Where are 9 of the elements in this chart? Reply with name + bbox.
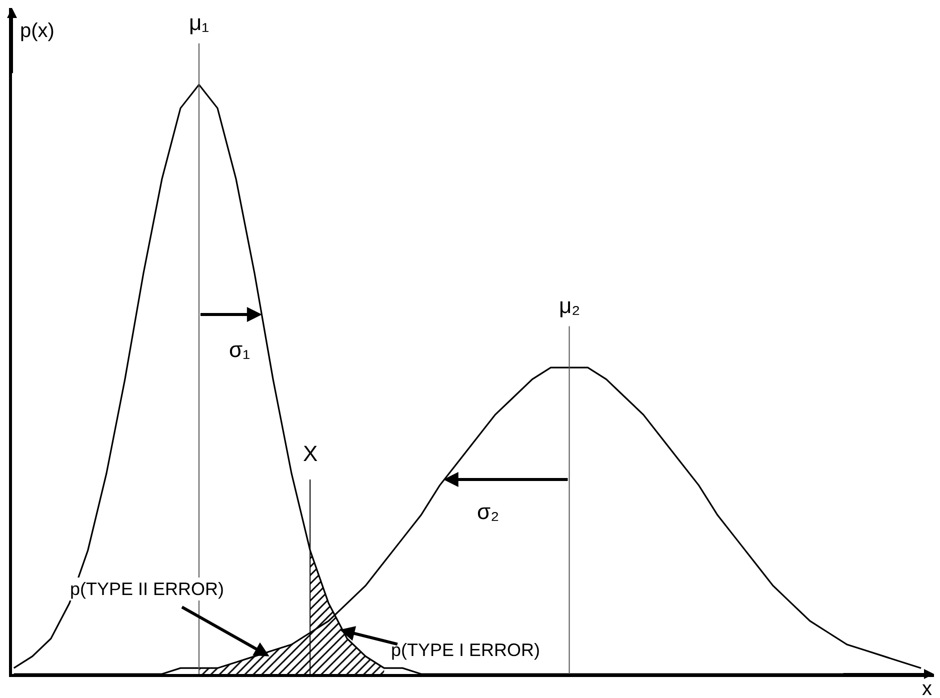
annotation: σ₁ bbox=[229, 337, 250, 362]
annotation: σ₂ bbox=[477, 499, 500, 524]
y-axis-title: p(x) bbox=[20, 20, 54, 42]
x-axis-title: x bbox=[922, 678, 932, 698]
annotation: p(TYPE I ERROR) bbox=[391, 640, 540, 660]
annotation: p(TYPE II ERROR) bbox=[70, 579, 224, 599]
text: μ₁ bbox=[189, 10, 210, 35]
annotation: μ₂ bbox=[559, 293, 580, 318]
annotation: X bbox=[303, 441, 318, 466]
